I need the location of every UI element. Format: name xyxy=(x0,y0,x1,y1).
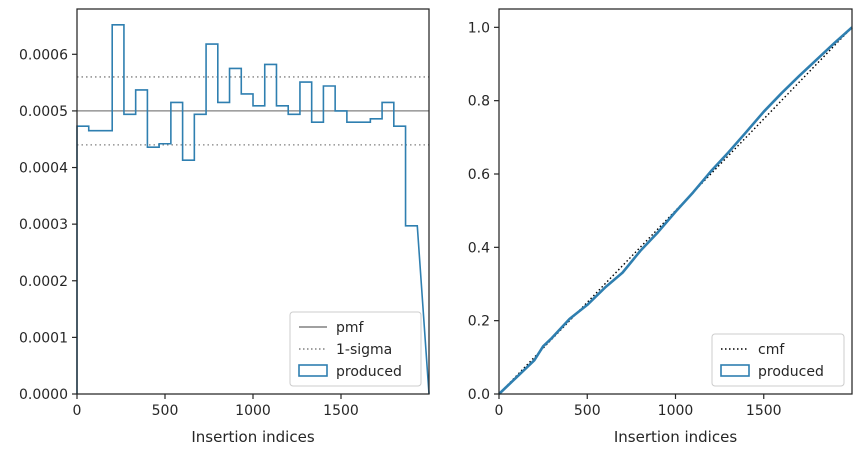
legend-swatch-produced xyxy=(298,364,328,377)
legend-swatch-produced xyxy=(720,364,750,377)
y-tick-label: 0.6 xyxy=(468,167,490,183)
x-tick-label: 500 xyxy=(152,403,179,419)
x-tick-label: 0 xyxy=(73,403,82,419)
y-tick-label: 0.0004 xyxy=(19,161,68,177)
x-tick-label: 1500 xyxy=(746,403,782,419)
legend-box xyxy=(289,311,422,387)
legend-label: cmf xyxy=(758,342,785,358)
y-tick-label: 0.0001 xyxy=(19,330,68,346)
legend-label: pmf xyxy=(336,320,365,336)
y-tick-label: 0.4 xyxy=(468,240,490,256)
x-tick-label: 0 xyxy=(495,403,504,419)
y-tick-label: 0.0005 xyxy=(19,104,68,120)
legend-label: produced xyxy=(336,364,402,380)
legend-box xyxy=(711,333,845,387)
legend-label: 1-sigma xyxy=(336,342,392,358)
produced-histogram xyxy=(76,24,430,395)
y-tick-label: 0.2 xyxy=(468,314,490,330)
x-axis-label: Insertion indices xyxy=(614,428,737,446)
y-tick-label: 0.0002 xyxy=(19,274,68,290)
x-axis-label: Insertion indices xyxy=(191,428,314,446)
x-tick-label: 500 xyxy=(574,403,601,419)
y-tick-label: 0.0 xyxy=(468,387,490,403)
produced-cumulative-line xyxy=(498,26,853,395)
y-tick-label: 0.0003 xyxy=(19,217,68,233)
y-tick-label: 0.8 xyxy=(468,94,490,110)
x-tick-label: 1000 xyxy=(235,403,271,419)
x-tick-label: 1500 xyxy=(323,403,359,419)
y-tick-label: 0.0006 xyxy=(19,47,68,63)
y-tick-label: 0.0000 xyxy=(19,387,68,403)
x-tick-label: 1000 xyxy=(658,403,694,419)
y-tick-label: 1.0 xyxy=(468,20,490,36)
legend-label: produced xyxy=(758,364,824,380)
